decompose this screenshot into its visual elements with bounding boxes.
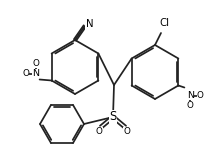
Text: O: O xyxy=(96,128,102,136)
Text: N: N xyxy=(187,91,194,100)
Text: N: N xyxy=(32,69,39,78)
Text: O: O xyxy=(124,128,130,136)
Text: N: N xyxy=(86,19,94,29)
Text: O: O xyxy=(197,91,204,100)
Text: O: O xyxy=(187,101,194,110)
Text: O: O xyxy=(32,59,39,68)
Text: S: S xyxy=(109,111,117,124)
Text: Cl: Cl xyxy=(159,18,169,28)
Text: O: O xyxy=(22,69,29,78)
